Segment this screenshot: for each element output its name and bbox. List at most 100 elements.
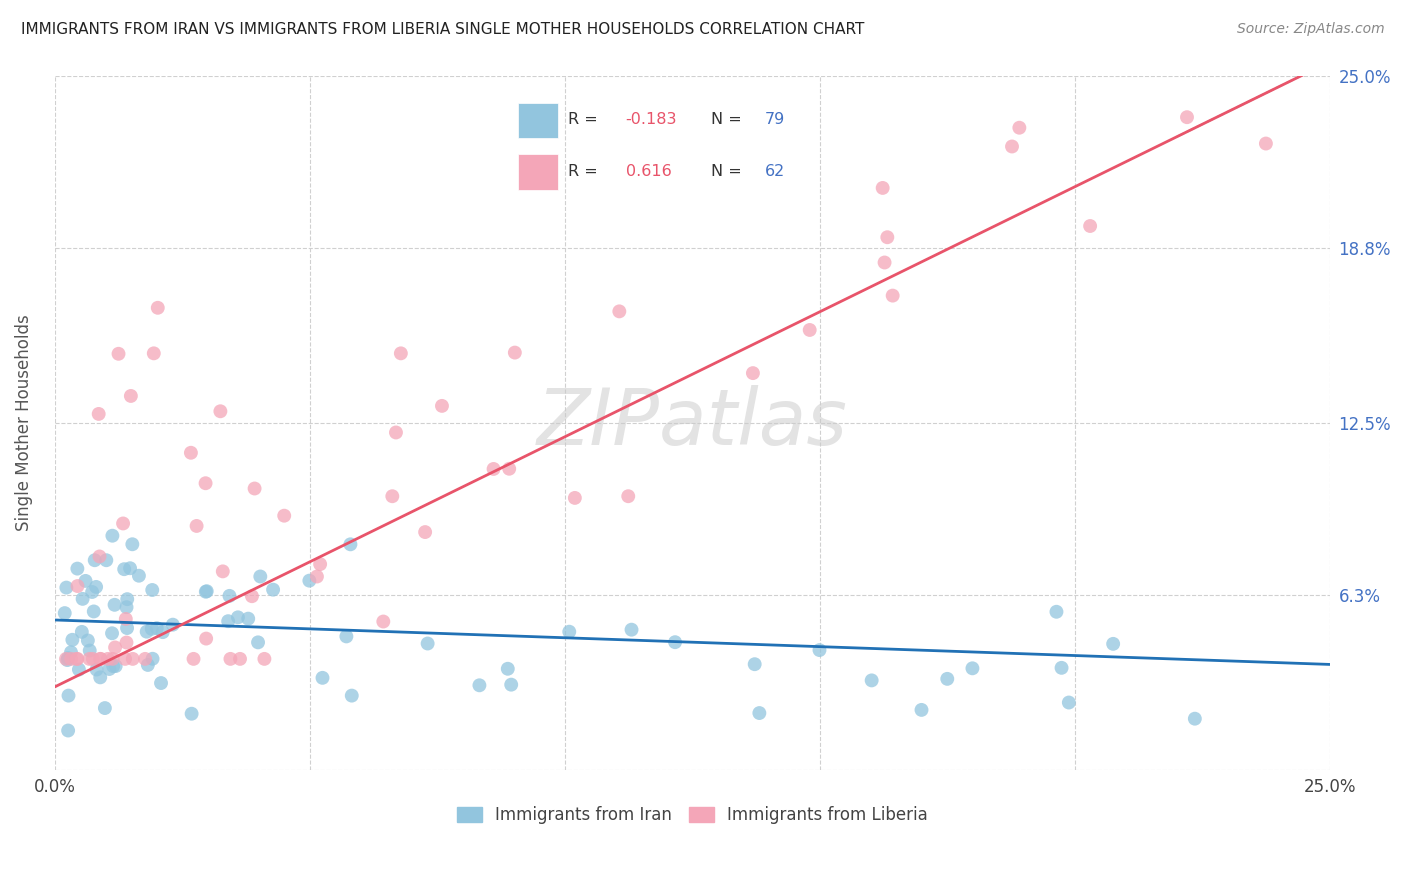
Point bbox=[104, 659, 127, 673]
Point bbox=[748, 706, 770, 720]
Point bbox=[247, 635, 270, 649]
Y-axis label: Single Mother Households: Single Mother Households bbox=[15, 314, 32, 531]
Point bbox=[744, 657, 766, 672]
Point bbox=[1001, 139, 1024, 153]
Point bbox=[195, 584, 218, 599]
Point bbox=[1008, 120, 1031, 135]
Point bbox=[238, 612, 260, 626]
Point bbox=[112, 562, 135, 576]
Point bbox=[1050, 661, 1073, 675]
Point bbox=[83, 604, 105, 618]
Point bbox=[381, 489, 404, 503]
Point bbox=[152, 625, 174, 640]
Point bbox=[135, 624, 157, 639]
Point bbox=[75, 574, 97, 588]
Point bbox=[558, 624, 581, 639]
Point bbox=[243, 482, 266, 496]
Point bbox=[60, 652, 83, 666]
Point bbox=[799, 323, 821, 337]
Point bbox=[76, 633, 98, 648]
Point bbox=[120, 561, 142, 575]
Point bbox=[229, 652, 252, 666]
Point bbox=[1078, 219, 1101, 233]
Point bbox=[273, 508, 295, 523]
Point bbox=[910, 703, 932, 717]
Point bbox=[121, 537, 143, 551]
Point bbox=[194, 584, 217, 599]
Point bbox=[101, 652, 124, 666]
Point bbox=[79, 652, 101, 666]
Point bbox=[430, 399, 453, 413]
Point bbox=[162, 617, 184, 632]
Point bbox=[183, 652, 205, 666]
Point bbox=[1102, 637, 1125, 651]
Point bbox=[860, 673, 883, 688]
Point bbox=[664, 635, 686, 649]
Point bbox=[134, 652, 156, 666]
Point bbox=[186, 519, 208, 533]
Point bbox=[142, 652, 165, 666]
Point bbox=[146, 301, 169, 315]
Point bbox=[620, 623, 643, 637]
Point bbox=[115, 621, 138, 635]
Point bbox=[89, 670, 111, 684]
Point bbox=[180, 446, 202, 460]
Point bbox=[498, 462, 520, 476]
Point bbox=[98, 662, 121, 676]
Point bbox=[262, 582, 284, 597]
Point bbox=[1175, 110, 1198, 124]
Point bbox=[120, 389, 142, 403]
Point bbox=[112, 516, 135, 531]
Point bbox=[66, 579, 89, 593]
Text: IMMIGRANTS FROM IRAN VS IMMIGRANTS FROM LIBERIA SINGLE MOTHER HOUSEHOLDS CORRELA: IMMIGRANTS FROM IRAN VS IMMIGRANTS FROM … bbox=[21, 22, 865, 37]
Point bbox=[55, 581, 77, 595]
Point bbox=[482, 462, 505, 476]
Point bbox=[1045, 605, 1067, 619]
Point bbox=[142, 346, 165, 360]
Point bbox=[66, 652, 89, 666]
Point bbox=[87, 407, 110, 421]
Point bbox=[305, 569, 328, 583]
Point bbox=[115, 592, 138, 607]
Point bbox=[501, 678, 523, 692]
Point bbox=[53, 606, 76, 620]
Point bbox=[416, 636, 439, 650]
Point bbox=[1057, 696, 1080, 710]
Point bbox=[128, 568, 150, 582]
Point bbox=[141, 622, 163, 636]
Point bbox=[114, 612, 136, 626]
Point bbox=[882, 288, 904, 302]
Point bbox=[1184, 712, 1206, 726]
Point bbox=[211, 565, 233, 579]
Point bbox=[194, 476, 217, 491]
Point bbox=[60, 645, 83, 659]
Point bbox=[66, 652, 89, 666]
Point bbox=[298, 574, 321, 588]
Point bbox=[195, 632, 218, 646]
Point bbox=[82, 652, 104, 666]
Point bbox=[218, 589, 240, 603]
Point bbox=[55, 652, 77, 666]
Point bbox=[145, 621, 167, 635]
Point bbox=[180, 706, 202, 721]
Point bbox=[468, 678, 491, 692]
Point bbox=[226, 610, 249, 624]
Point bbox=[101, 659, 124, 673]
Point bbox=[101, 529, 124, 543]
Point bbox=[385, 425, 408, 440]
Point bbox=[94, 701, 117, 715]
Text: ZIPatlas: ZIPatlas bbox=[537, 384, 848, 461]
Point bbox=[389, 346, 412, 360]
Point bbox=[83, 553, 105, 567]
Point bbox=[872, 181, 894, 195]
Point bbox=[89, 652, 111, 666]
Point bbox=[496, 662, 519, 676]
Point bbox=[742, 366, 765, 380]
Point bbox=[104, 640, 127, 655]
Point bbox=[121, 652, 143, 666]
Point bbox=[340, 689, 363, 703]
Point bbox=[240, 589, 263, 603]
Point bbox=[56, 723, 79, 738]
Point bbox=[89, 549, 111, 564]
Point bbox=[217, 614, 239, 628]
